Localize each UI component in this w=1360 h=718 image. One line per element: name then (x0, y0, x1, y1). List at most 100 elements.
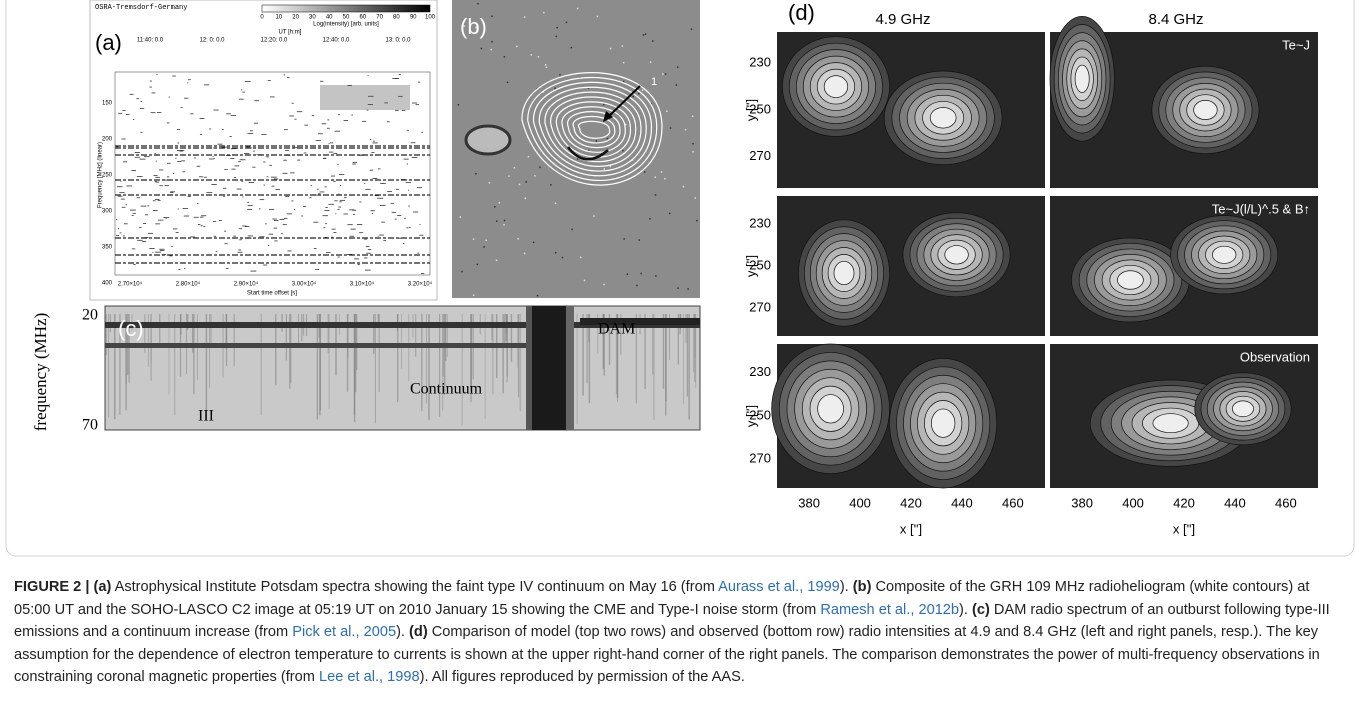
spectrum-speck (152, 200, 156, 202)
spectrum-speck (244, 226, 250, 228)
noise-speck (602, 103, 605, 106)
colorbar-tick: 50 (343, 15, 350, 21)
spectrum-speck (331, 236, 333, 238)
spectrum-speck (180, 160, 186, 162)
spectrum-speck (372, 142, 378, 144)
y-tick: 230 (749, 215, 771, 230)
noise-speck (692, 142, 694, 145)
cme-front (566, 146, 609, 161)
spectrum-speck (263, 161, 266, 163)
colorbar-tick: 70 (376, 15, 383, 21)
noise-speck (463, 25, 466, 27)
noise-speck (622, 149, 624, 152)
colorbar-tick: 10 (275, 15, 282, 21)
caption-text: Composite of the GRH 109 MHz radioheliog… (14, 579, 1310, 618)
axis-title: Frequency [MHz] (linear) (98, 142, 104, 208)
spectrum-speck (367, 74, 369, 76)
contour (1117, 270, 1144, 290)
spectrum-speck (209, 158, 214, 160)
offset-tick: 2.70×10⁴ (118, 281, 143, 288)
spectrum-speck (200, 225, 203, 227)
spectrum-speck (150, 112, 156, 114)
spectrum-speck (287, 250, 292, 252)
spectrum-speck (120, 198, 125, 200)
spectrum-speck (175, 232, 179, 233)
noise-speck (556, 26, 558, 29)
contour (577, 120, 610, 139)
noise-speck (483, 246, 485, 248)
spectrum-speck (156, 74, 158, 76)
noise-speck (506, 81, 509, 84)
spectrum-speck (283, 159, 287, 161)
spectrum-speck (139, 158, 146, 160)
caption-bold: (c) (972, 601, 990, 618)
row-label: Te~J(l/L)^.5 & B↑ (1212, 201, 1310, 216)
axis-title: Start time offset [s] (247, 291, 297, 297)
spectrum-speck (119, 192, 125, 194)
panel-label: (c) (118, 316, 144, 341)
spectrum-speck (352, 161, 357, 163)
spectrum-speck (310, 185, 313, 187)
spectrum-speck (408, 205, 410, 207)
spectrum-speck (120, 180, 122, 182)
noise-speck (554, 202, 557, 205)
spectrum-speck (339, 174, 345, 176)
caption-reference[interactable]: Aurass et al., 1999 (718, 579, 840, 595)
spectrum-speck (155, 181, 160, 183)
noise-speck (480, 47, 483, 50)
spectrum-speck (401, 110, 406, 111)
spectrum-speck (289, 115, 295, 117)
caption-reference[interactable]: Lee et al., 1998 (319, 669, 420, 685)
noise-speck (554, 87, 556, 89)
spectrum-speck (373, 140, 375, 142)
noise-speck (517, 237, 519, 240)
spectrum-speck (337, 114, 341, 116)
spectrum-speck (132, 212, 136, 214)
spectrum-speck (240, 89, 243, 91)
spectrum-speck (244, 80, 251, 82)
spectrum-speck (203, 84, 210, 86)
panel-label: (d) (788, 0, 815, 25)
spectrum-speck (116, 219, 118, 221)
spectrum-speck (366, 109, 369, 111)
noise-speck (666, 110, 668, 113)
spectrum-speck (291, 200, 294, 202)
spectrum-speck (131, 248, 136, 250)
caption-reference[interactable]: Pick et al., 2005 (292, 624, 397, 640)
spectrum-speck (358, 154, 364, 156)
spectrum-speck (187, 196, 191, 197)
spectrum-speck (149, 248, 155, 249)
spectrum-speck (254, 122, 259, 124)
spectrum-speck (209, 128, 212, 130)
spectrum-speck (321, 123, 327, 125)
spectrum-speck (296, 111, 303, 113)
spectrum-speck (247, 208, 253, 210)
noise-speck (664, 73, 667, 75)
noise-speck (593, 215, 595, 217)
spectrum-speck (203, 176, 207, 178)
y-tick: 250 (749, 257, 771, 272)
spectrum-speck (259, 236, 265, 238)
spectrum-speck (221, 146, 228, 148)
spectrum-speck (357, 264, 360, 265)
spectrum-speck (197, 224, 201, 225)
x-title: x [''] (1173, 521, 1195, 536)
y-title: y [''] (743, 99, 758, 121)
caption-reference[interactable]: Ramesh et al., 2012b (820, 601, 960, 618)
spectrum-speck (419, 224, 421, 226)
panel-c: (c) 20 70 frequency (MHz) DAM Continuum III (31, 305, 701, 434)
spectrum-speck (265, 223, 267, 225)
spectrum-speck (303, 206, 307, 207)
noise-speck (472, 238, 475, 240)
spectrum-speck (334, 130, 340, 132)
noise-speck (579, 256, 582, 259)
spectrum-speck (116, 146, 119, 148)
contour (550, 96, 637, 163)
colorbar-tick: 40 (326, 15, 333, 21)
contour (527, 76, 658, 181)
spectrum-speck (184, 268, 186, 269)
spectrum-speck (395, 188, 399, 190)
spectrum-speck (269, 164, 272, 166)
noise-speck (570, 46, 573, 49)
spectrum-speck (334, 200, 338, 202)
